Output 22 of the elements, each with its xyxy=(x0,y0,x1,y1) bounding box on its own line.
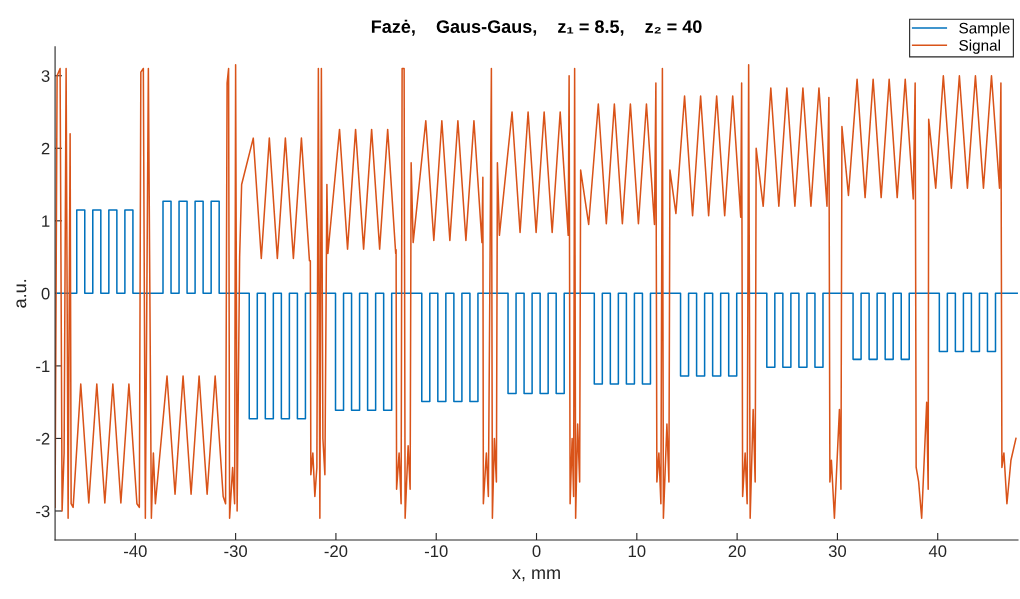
y-tick-label: 1 xyxy=(42,215,50,227)
y-tick-label: 0 xyxy=(41,287,50,300)
y-tick-label: -1 xyxy=(36,360,50,372)
x-tick-label: 30 xyxy=(828,545,847,558)
x-tick-label: 20 xyxy=(728,545,746,558)
x-tick-label: 0 xyxy=(532,545,541,558)
y-tick-label: -3 xyxy=(36,505,50,518)
y-axis-title: a.u. xyxy=(16,279,27,308)
x-tick-label: -40 xyxy=(124,545,147,558)
line-series xyxy=(55,64,1017,520)
chart-title: Fazė, Gaus-Gaus, z₁ = 8.5, z₂ = 40 xyxy=(371,19,702,36)
y-tick-label: 2 xyxy=(41,142,50,155)
x-tick-label: -20 xyxy=(324,545,348,558)
legend-label: Sample xyxy=(959,22,1010,37)
x-tick-label: 10 xyxy=(628,545,646,558)
y-tick-label: -2 xyxy=(36,432,50,445)
legend-label: Signal xyxy=(959,39,1000,54)
x-tick-label: -10 xyxy=(424,545,448,558)
y-tick-label: 3 xyxy=(41,70,50,82)
x-tick-label: 40 xyxy=(928,545,947,558)
x-tick-label: -30 xyxy=(224,545,248,558)
x-axis-title: x, mm xyxy=(512,569,560,582)
